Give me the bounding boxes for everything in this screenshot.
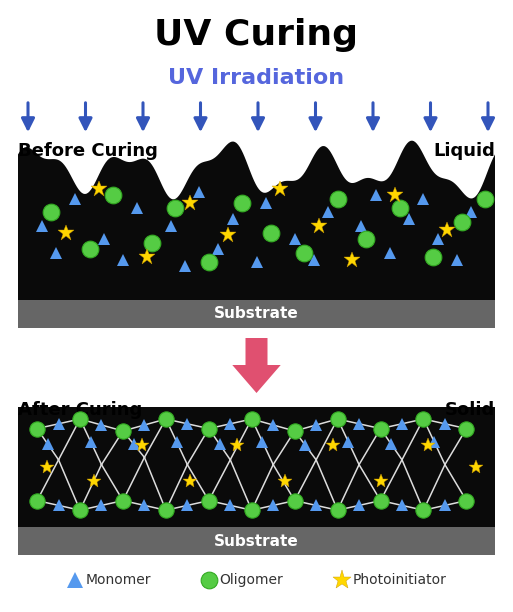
Text: Liquid: Liquid bbox=[433, 142, 495, 160]
Text: UV Irradiation: UV Irradiation bbox=[168, 68, 345, 88]
Text: UV Curing: UV Curing bbox=[154, 18, 359, 52]
Text: Substrate: Substrate bbox=[214, 307, 299, 321]
Bar bbox=[18, 407, 495, 527]
Polygon shape bbox=[18, 141, 495, 300]
FancyArrow shape bbox=[232, 338, 281, 393]
Text: Before Curing: Before Curing bbox=[18, 142, 158, 160]
Bar bbox=[18, 527, 495, 555]
Text: Monomer: Monomer bbox=[85, 573, 151, 587]
Text: Photoinitiator: Photoinitiator bbox=[352, 573, 446, 587]
Text: Oligomer: Oligomer bbox=[219, 573, 283, 587]
Text: Substrate: Substrate bbox=[214, 534, 299, 548]
Bar bbox=[18, 300, 495, 328]
Text: After Curing: After Curing bbox=[18, 401, 142, 419]
Text: Solid: Solid bbox=[445, 401, 495, 419]
